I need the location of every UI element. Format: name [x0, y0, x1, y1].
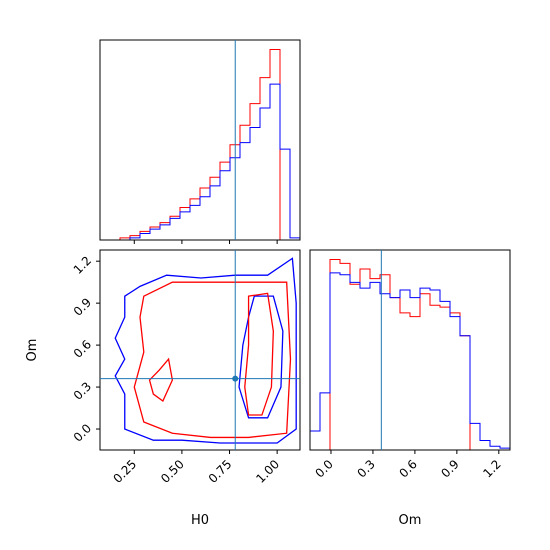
contour-red-3	[244, 292, 274, 416]
om-x-tick-label: 0.6	[396, 457, 419, 480]
panel-frame	[99, 39, 301, 241]
joint-x-tick-label: 0.50	[158, 457, 187, 486]
om-x-tick-label: 0.3	[354, 457, 377, 480]
om-x-tick-label: 1.2	[480, 457, 503, 480]
joint-x-tick-label: 1.00	[253, 457, 282, 486]
joint-y-tick-label: 0.6	[71, 337, 94, 360]
h0-marginal-histogram	[99, 39, 301, 241]
contour-blue-1	[238, 295, 284, 419]
om-x-tick-label: 0.0	[313, 457, 336, 480]
y-axis-title-om: Om	[25, 339, 40, 362]
panel-frame	[99, 249, 301, 451]
joint-x-tick-label: 0.75	[206, 457, 235, 486]
x-axis-title-h0: H0	[191, 513, 209, 528]
om-x-tick-label: 0.9	[438, 457, 461, 480]
axis-labels: 0.25 0.50 0.75 1.00 0.0 0.3 0.6 0.9 1.2 0.0 0.3 0.6…	[25, 240, 504, 528]
contour-red-2	[133, 281, 292, 439]
histogram-series-blue	[100, 83, 301, 241]
joint-y-tick-label: 0.9	[71, 295, 94, 318]
joint-x-tick-label: 0.25	[110, 457, 139, 486]
contour-lines	[114, 257, 297, 444]
histogram-series-red	[100, 49, 300, 241]
om-marginal-histogram	[309, 249, 511, 451]
joint-y-tick-label: 1.2	[71, 253, 94, 276]
histogram-series-blue	[309, 272, 511, 450]
truth-point	[232, 375, 239, 382]
joint-y-tick-label: 0.0	[71, 421, 94, 444]
joint-y-tick-label: 0.3	[71, 379, 94, 402]
contour-red-4	[148, 357, 174, 403]
panel-frame	[309, 249, 511, 451]
contour-blue-0	[114, 257, 297, 444]
histogram-series-red	[310, 259, 510, 451]
h0-om-joint-contour	[99, 249, 301, 451]
x-axis-title-om: Om	[399, 513, 422, 528]
